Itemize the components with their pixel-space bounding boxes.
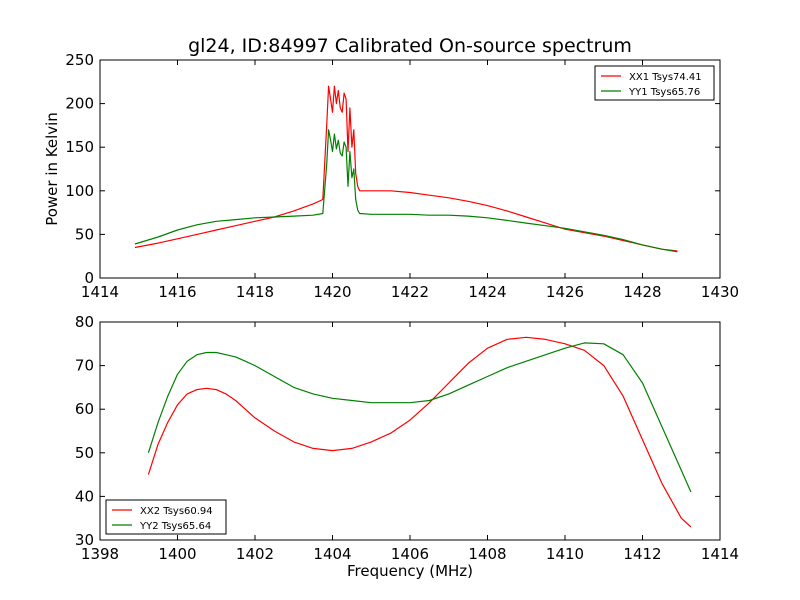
legend-label: YY1 Tsys65.76 (628, 87, 700, 98)
y-tick-label: 200 (65, 95, 94, 113)
x-tick-label: 1400 (158, 545, 196, 563)
x-tick-label: 1414 (81, 283, 119, 301)
legend-box (594, 65, 715, 101)
top-panel: 1414 1416 1418 1420 1422 1424 1426 1428 1430 0 50 1… (43, 51, 739, 301)
y-tick-label: 60 (75, 400, 94, 418)
x-tick-label: 1430 (701, 283, 739, 301)
y-tick-label: 70 (75, 357, 94, 375)
top-legend: XX1 Tsys74.41 YY1 Tsys65.76 (594, 65, 715, 101)
x-tick-label: 1416 (158, 283, 196, 301)
x-tick-label: 1422 (391, 283, 429, 301)
x-tick-label: 1414 (701, 545, 739, 563)
series-line-bottom-1 (147, 336, 692, 528)
x-tick-label: 1420 (313, 283, 351, 301)
bottom-panel-lines (147, 336, 692, 528)
x-tick-label: 1412 (623, 545, 661, 563)
top-panel-lines (134, 85, 678, 253)
y-tick-label: 100 (65, 182, 94, 200)
x-tick-label: 1398 (81, 545, 119, 563)
x-tick-label: 1404 (313, 545, 351, 563)
y-tick-label: 0 (84, 269, 94, 287)
x-tick-label: 1402 (236, 545, 274, 563)
figure-title: gl24, ID:84997 Calibrated On-source spec… (188, 35, 632, 57)
x-tick-label: 1408 (468, 545, 506, 563)
y-tick-label: 30 (75, 531, 94, 549)
y-tick-label: 40 (75, 487, 94, 505)
y-tick-label: 80 (75, 313, 94, 331)
legend-label: YY2 Tsys65.64 (139, 521, 211, 532)
top-y-axis-label: Power in Kelvin (43, 112, 61, 226)
legend-label: XX2 Tsys60.94 (140, 506, 213, 517)
legend-box (105, 499, 227, 535)
bottom-legend: XX2 Tsys60.94 YY2 Tsys65.64 (105, 499, 227, 535)
x-tick-label: 1426 (546, 283, 584, 301)
y-tick-label: 250 (65, 51, 94, 69)
x-tick-label: 1410 (546, 545, 584, 563)
x-tick-label: 1428 (623, 283, 661, 301)
series-line-top-2 (134, 129, 678, 253)
x-tick-label: 1418 (236, 283, 274, 301)
bottom-panel-ticks: 1398 1400 1402 1404 1406 1408 1410 1412 1414 30 40… (75, 313, 739, 563)
top-panel-ticks: 1414 1416 1418 1420 1422 1424 1426 1428 1430 0 50 1… (65, 51, 739, 301)
bottom-x-axis-label: Frequency (MHz) (347, 562, 473, 580)
legend-label: XX1 Tsys74.41 (629, 72, 702, 83)
y-tick-label: 150 (65, 138, 94, 156)
series-line-top-1 (134, 85, 678, 252)
y-tick-label: 50 (75, 444, 94, 462)
x-tick-label: 1406 (391, 545, 429, 563)
x-tick-label: 1424 (468, 283, 506, 301)
series-line-bottom-2 (147, 342, 692, 493)
bottom-panel: 1398 1400 1402 1404 1406 1408 1410 1412 1414 30 40… (75, 313, 739, 580)
y-tick-label: 50 (75, 225, 94, 243)
